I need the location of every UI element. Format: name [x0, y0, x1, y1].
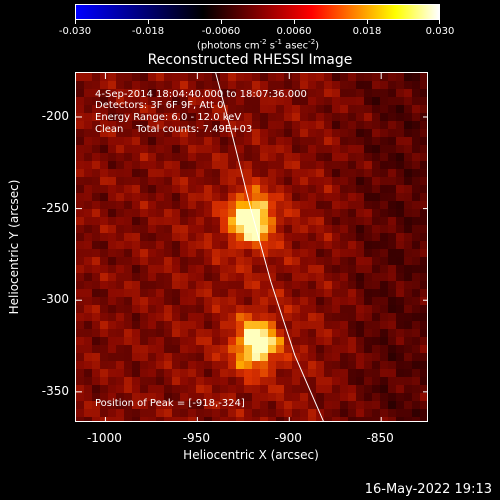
x-axis-label: Heliocentric X (arcsec)	[183, 448, 319, 462]
solar-limb-line	[215, 73, 324, 421]
x-tick-label: -850	[366, 431, 394, 445]
y-tick-label: -200	[41, 108, 69, 123]
colorbar-tick-label: -0.0060	[201, 26, 241, 37]
colorbar-tick	[75, 20, 76, 24]
colorbar-tick	[294, 20, 295, 24]
rhessi-image	[76, 73, 427, 421]
plot-title: Reconstructed RHESSI Image	[147, 52, 353, 68]
plot-area: 4-Sep-2014 18:04:40.000 to 18:07:36.000 …	[75, 72, 428, 422]
timestamp: 16-May-2022 19:13	[364, 482, 492, 497]
colorbar-tick-label: -0.030	[58, 26, 92, 37]
colorbar-tick-label: -0.018	[131, 26, 165, 37]
colorbar	[75, 4, 440, 20]
y-tick-label: -300	[41, 292, 69, 307]
y-axis-label: Heliocentric Y (arcsec)	[7, 179, 21, 315]
info-clean: Clean Total counts: 7.49E+03	[95, 124, 253, 135]
x-tick-label: -950	[182, 431, 210, 445]
colorbar-tick	[148, 20, 149, 24]
colorbar-tick-label: 0.030	[425, 26, 455, 37]
colorbar-tick-label: 0.018	[352, 26, 382, 37]
colorbar-tick-label: 0.0060	[276, 26, 312, 37]
info-time-range: 4-Sep-2014 18:04:40.000 to 18:07:36.000	[95, 89, 307, 100]
info-energy: Energy Range: 6.0 - 12.0 keV	[95, 112, 242, 123]
colorbar-tick	[439, 20, 440, 24]
y-tick-label: -350	[41, 383, 69, 398]
image-pixels	[76, 73, 427, 421]
colorbar-units: (photons cm-2 s-1 asec-2)	[196, 38, 320, 52]
info-detectors: Detectors: 3F 6F 9F, Att 0	[95, 100, 224, 111]
x-tick-label: -1000	[86, 431, 122, 445]
x-tick-label: -900	[274, 431, 302, 445]
colorbar-tick	[367, 20, 368, 24]
y-tick-label: -250	[41, 200, 69, 215]
colorbar-tick	[221, 20, 222, 24]
info-peak: Position of Peak = [-918,-324]	[95, 398, 245, 409]
